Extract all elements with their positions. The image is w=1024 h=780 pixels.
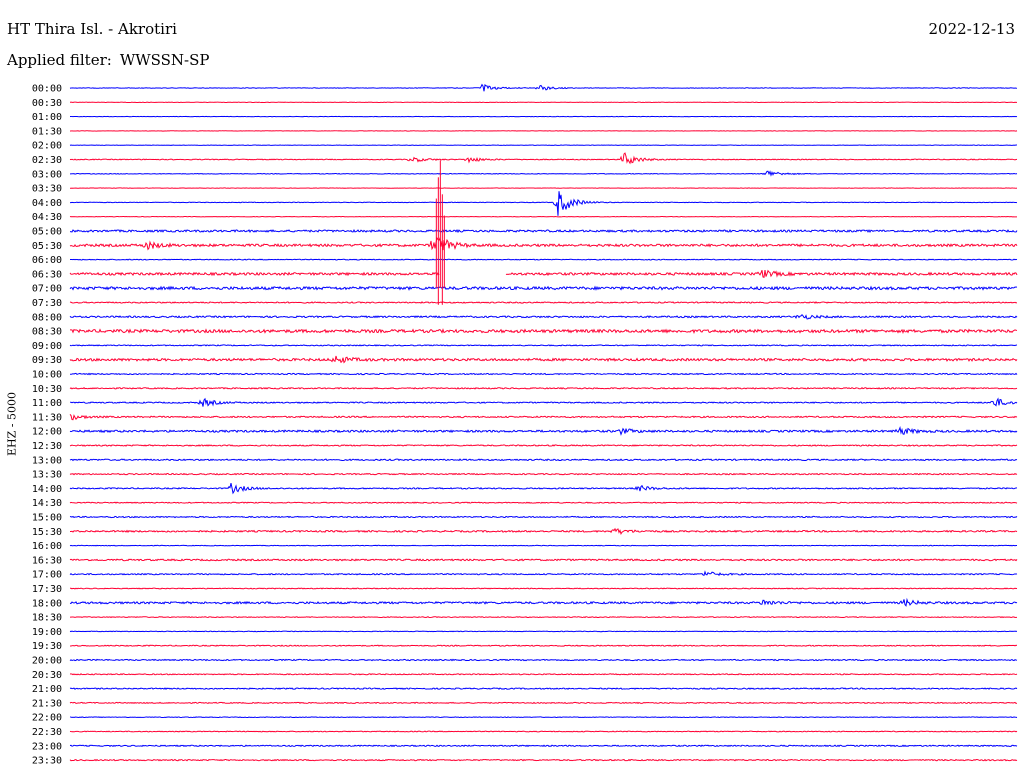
trace-line [69,236,1018,251]
time-label: 06:00 [32,255,62,266]
time-label: 17:00 [32,570,62,581]
trace-line [69,328,1018,334]
time-label: 22:30 [32,727,62,738]
time-label: 09:00 [32,341,62,352]
trace-line [69,397,1018,407]
trace-line [69,269,1018,279]
time-label: 02:30 [32,155,62,166]
time-label: 08:00 [32,312,62,323]
trace-line [69,587,1018,590]
trace-line [69,570,1018,577]
time-label: 10:30 [32,384,62,395]
time-label: 22:00 [32,713,62,724]
time-label: 11:30 [32,412,62,423]
time-label: 09:30 [32,355,62,366]
time-label: 03:00 [32,169,62,180]
trace-line [69,258,1018,261]
time-label: 04:30 [32,212,62,223]
trace-line [69,191,1018,216]
record-date: 2022-12-13 [928,20,1015,38]
time-label: 14:00 [32,484,62,495]
trace-line [69,597,1018,607]
time-label: 02:00 [32,141,62,152]
time-label: 12:00 [32,427,62,438]
filter-name: WWSSN-SP [119,51,210,69]
trace-line [69,472,1018,476]
trace-line [69,616,1018,619]
trace-line [69,558,1018,562]
time-label: 14:30 [32,498,62,509]
time-label: 05:00 [32,227,62,238]
time-label: 07:30 [32,298,62,309]
station-title: HT Thira Isl. - Akrotiri [7,20,177,38]
time-label: 07:00 [32,284,62,295]
trace-line [69,644,1018,647]
trace-line [69,414,1018,421]
time-label: 15:30 [32,527,62,538]
trace-line [69,344,1018,347]
time-label: 01:00 [32,112,62,123]
time-label: 03:30 [32,184,62,195]
trace-line [69,301,1018,304]
time-label: 00:30 [32,98,62,109]
time-label: 08:30 [32,327,62,338]
time-label: 21:00 [32,684,62,695]
trace-line [69,444,1018,447]
trace-line [69,630,1018,633]
trace-line [69,673,1018,676]
filter-prefix: Applied filter: [7,51,112,69]
time-label: 13:30 [32,470,62,481]
time-label: 18:30 [32,613,62,624]
trace-line [69,313,1018,320]
time-label: 23:30 [32,756,62,767]
trace-line [69,544,1018,547]
time-label: 13:00 [32,455,62,466]
time-label: 01:30 [32,126,62,137]
trace-line [69,527,1018,535]
trace-line [69,170,1018,177]
time-label: 00:00 [32,84,62,95]
trace-line [69,501,1018,504]
trace-line [69,458,1018,462]
time-label: 18:00 [32,598,62,609]
trace-line [69,730,1018,733]
time-label: 16:00 [32,541,62,552]
trace-line [69,386,1018,390]
trace-line [69,152,1018,165]
trace-line [69,701,1018,705]
time-label: 19:00 [32,627,62,638]
time-label: 20:00 [32,656,62,667]
filter-line: Applied filter: WWSSN-SP [7,51,210,69]
time-label: 21:30 [32,698,62,709]
time-label: 16:30 [32,555,62,566]
trace-line [69,228,1018,234]
trace-line [69,482,1018,495]
trace-line [69,515,1018,519]
trace-line [69,716,1018,719]
time-label: 23:00 [32,741,62,752]
time-label: 06:30 [32,269,62,280]
trace-line [69,355,1018,364]
trace-line [69,658,1018,662]
time-label: 10:00 [32,370,62,381]
trace-line [69,758,1018,762]
time-label: 17:30 [32,584,62,595]
trace-line [69,744,1018,748]
time-label: 19:30 [32,641,62,652]
trace-line [69,372,1018,376]
trace-line [69,285,1018,291]
time-label: 11:00 [32,398,62,409]
time-label: 20:30 [32,670,62,681]
time-label: 15:00 [32,513,62,524]
trace-line [69,687,1018,690]
trace-line [69,426,1018,436]
time-label: 04:00 [32,198,62,209]
time-label: 12:30 [32,441,62,452]
time-label: 05:30 [32,241,62,252]
trace-line [69,83,1018,92]
